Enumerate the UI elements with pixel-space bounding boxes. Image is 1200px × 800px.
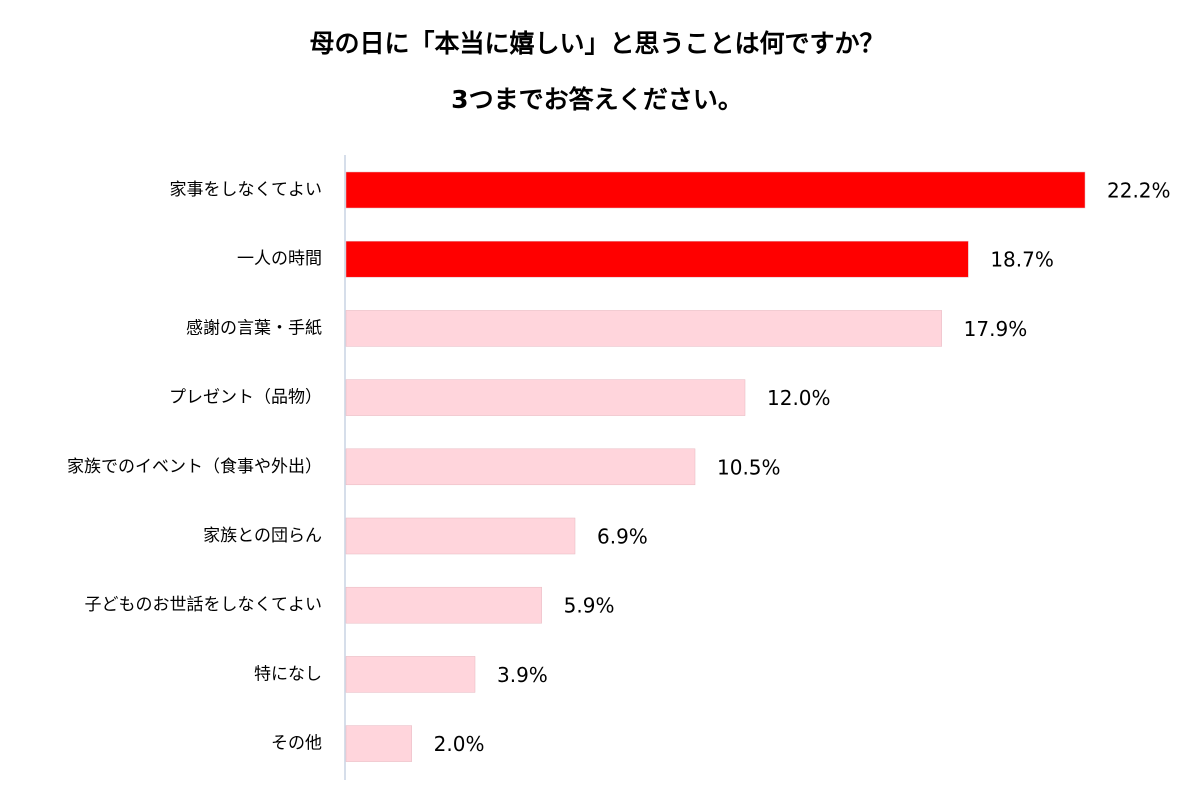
bar [345,448,696,486]
bar [345,586,542,624]
value-label: 5.9% [564,594,615,618]
value-label: 17.9% [964,317,1028,341]
value-label: 6.9% [597,525,648,549]
category-label: 子どものお世話をしなくてよい [85,595,323,615]
category-label: 一人の時間 [237,249,322,269]
value-label: 18.7% [990,248,1054,272]
chart-title: 母の日に「本当に嬉しい」と思うことは何ですか？ [309,29,884,58]
bar [345,310,942,347]
category-label: その他 [271,734,322,754]
bar [345,725,412,762]
bar [345,656,476,693]
category-label: プレゼント（品物） [169,388,322,408]
value-label: 22.2% [1107,179,1171,203]
category-label: 感謝の言葉・手紙 [186,318,322,338]
category-label: 家族でのイベント（食事や外出） [67,457,322,477]
value-label: 10.5% [717,455,781,479]
category-label: 特になし [254,664,322,684]
bar [345,171,1086,209]
bar [345,517,576,555]
chart-subtitle: 3つまでお答えください。 [451,85,743,114]
category-label: 家族との団らん [203,526,322,546]
bar [345,240,969,278]
value-label: 2.0% [434,732,485,756]
value-label: 12.0% [767,386,831,410]
category-label: 家事をしなくてよい [170,180,323,200]
bar [345,379,746,416]
value-label: 3.9% [497,663,548,687]
